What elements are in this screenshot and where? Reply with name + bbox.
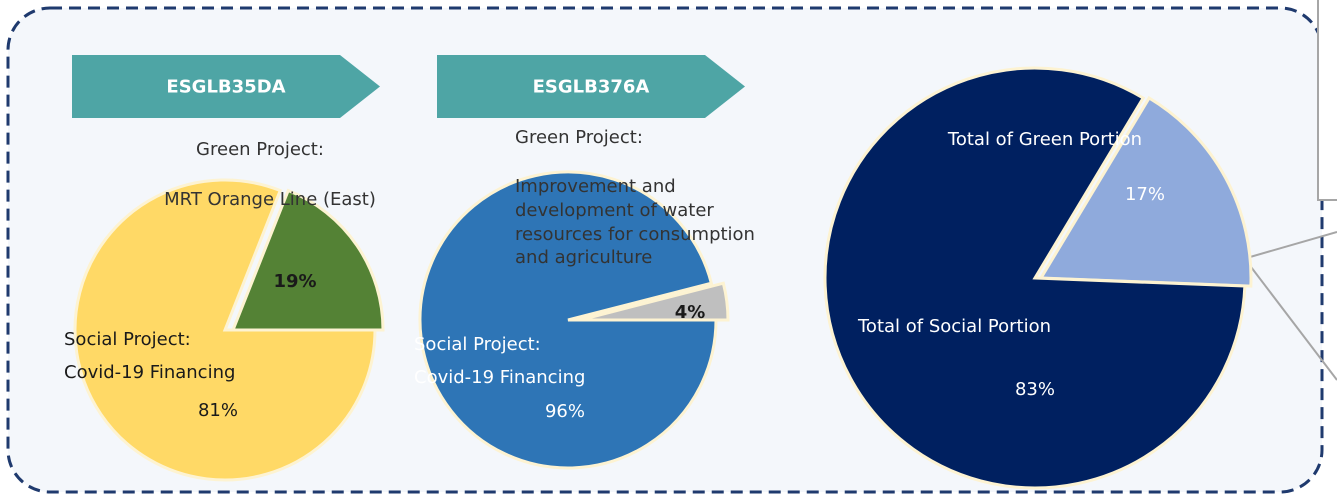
value-label: 17%: [1125, 184, 1165, 205]
slice-label: MRT Orange Line (East): [164, 189, 376, 210]
pie-slice: [1038, 95, 1253, 288]
slice-label: Social Project:: [414, 334, 541, 355]
banner-arrow: [72, 55, 380, 118]
connector-line: [1249, 231, 1337, 258]
value-label: 19%: [273, 271, 316, 292]
slice-label: Green Project:: [515, 127, 643, 148]
slice-label: Covid-19 Financing: [414, 367, 585, 388]
pie-slice: [823, 66, 1247, 490]
value-label: 4%: [675, 302, 706, 323]
pie-slice: [579, 281, 730, 322]
slice-label: and agriculture: [515, 247, 652, 268]
slice-label: Social Project:: [64, 329, 191, 350]
value-label: 81%: [198, 400, 238, 421]
slice-label: Covid-19 Financing: [64, 362, 235, 383]
banner-title: ESGLB376A: [533, 77, 650, 98]
slice-label: Improvement and: [515, 176, 676, 197]
connector-line: [1247, 262, 1337, 381]
pie-slice: [230, 188, 385, 332]
slice-label: Green Project:: [196, 139, 324, 160]
pie-slice: [418, 170, 718, 470]
banner-title: ESGLB35DA: [166, 77, 285, 98]
slice-label: development of water: [515, 200, 714, 221]
value-label: 96%: [545, 401, 585, 422]
slice-label: Total of Social Portion: [857, 316, 1051, 337]
banner-arrow: [437, 55, 745, 118]
slice-label: Total of Green Portion: [947, 129, 1142, 150]
side-panel: [1317, 0, 1337, 201]
slice-label: resources for consumption: [515, 224, 755, 245]
value-label: 83%: [1015, 379, 1055, 400]
pie-slice: [73, 178, 377, 482]
